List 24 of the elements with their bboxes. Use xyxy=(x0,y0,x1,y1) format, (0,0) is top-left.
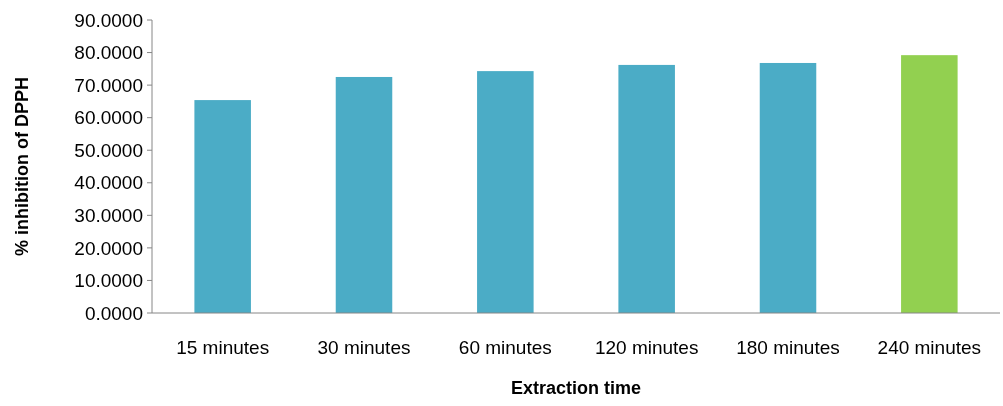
y-tick-label: 30.0000 xyxy=(74,204,143,226)
y-tick-label: 0.0000 xyxy=(84,302,143,324)
x-tick-label: 60 minutes xyxy=(458,337,552,358)
bar xyxy=(477,71,534,313)
y-tick-label: 10.0000 xyxy=(74,270,143,292)
y-axis-title: % inhibition of DPPH xyxy=(12,77,32,256)
y-tick-label: 80.0000 xyxy=(74,42,143,64)
bar xyxy=(759,62,817,313)
bar xyxy=(194,100,251,313)
x-axis-title: Extraction time xyxy=(510,378,642,398)
y-tick-label: 50.0000 xyxy=(74,139,143,161)
bar xyxy=(335,76,393,313)
x-tick-label: 180 minutes xyxy=(736,337,840,358)
x-tick-label: 240 minutes xyxy=(877,337,982,358)
y-tick-label: 40.0000 xyxy=(74,172,143,194)
x-tick-label: 120 minutes xyxy=(594,337,699,358)
x-tick-label: 15 minutes xyxy=(176,337,270,358)
y-tick-label: 20.0000 xyxy=(74,237,143,259)
x-tick-label: 30 minutes xyxy=(317,337,411,358)
y-tick-label: 60.0000 xyxy=(74,107,143,129)
y-tick-label: 70.0000 xyxy=(74,74,143,96)
bar xyxy=(901,55,958,313)
y-tick-label: 90.0000 xyxy=(74,9,143,31)
bar xyxy=(618,64,675,313)
